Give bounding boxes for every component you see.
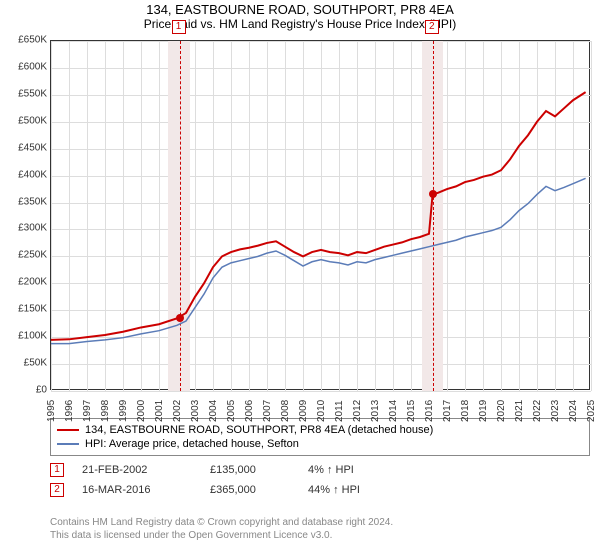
event-marker: 2 <box>50 483 64 497</box>
x-axis-label: 2015 <box>406 400 417 422</box>
x-axis-label: 2022 <box>532 400 543 422</box>
chart-container: 134, EASTBOURNE ROAD, SOUTHPORT, PR8 4EA… <box>0 0 600 560</box>
event-row: 2 16-MAR-2016 £365,000 44% ↑ HPI <box>50 480 590 500</box>
chart-subtitle: Price paid vs. HM Land Registry's House … <box>0 17 600 33</box>
x-axis-label: 1999 <box>118 400 129 422</box>
x-axis-label: 1997 <box>82 400 93 422</box>
legend-label: HPI: Average price, detached house, Seft… <box>85 438 299 450</box>
series-svg <box>51 41 591 391</box>
legend-row: HPI: Average price, detached house, Seft… <box>57 437 583 451</box>
legend: 134, EASTBOURNE ROAD, SOUTHPORT, PR8 4EA… <box>50 418 590 456</box>
event-price: £135,000 <box>210 464 290 476</box>
x-axis-label: 2024 <box>568 400 579 422</box>
event-date: 21-FEB-2002 <box>82 464 192 476</box>
legend-swatch <box>57 443 79 445</box>
event-dot <box>429 190 437 198</box>
event-price: £365,000 <box>210 484 290 496</box>
x-axis-label: 2013 <box>370 400 381 422</box>
y-axis-label: £100K <box>18 331 47 342</box>
x-axis-label: 2023 <box>550 400 561 422</box>
y-axis-label: £200K <box>18 277 47 288</box>
y-axis-label: £300K <box>18 223 47 234</box>
x-axis-label: 2011 <box>334 400 345 422</box>
chart-title: 134, EASTBOURNE ROAD, SOUTHPORT, PR8 4EA <box>0 0 600 17</box>
x-axis-label: 2020 <box>496 400 507 422</box>
footer-attribution: Contains HM Land Registry data © Crown c… <box>50 516 590 542</box>
event-pct: 44% ↑ HPI <box>308 484 360 496</box>
x-axis-label: 2021 <box>514 400 525 422</box>
x-axis-label: 2017 <box>442 400 453 422</box>
event-pct: 4% ↑ HPI <box>308 464 354 476</box>
event-date: 16-MAR-2016 <box>82 484 192 496</box>
y-axis-label: £550K <box>18 88 47 99</box>
x-axis-label: 2004 <box>208 400 219 422</box>
x-axis-label: 2019 <box>478 400 489 422</box>
legend-row: 134, EASTBOURNE ROAD, SOUTHPORT, PR8 4EA… <box>57 423 583 437</box>
footer-line: Contains HM Land Registry data © Crown c… <box>50 516 590 529</box>
x-axis-label: 2005 <box>226 400 237 422</box>
y-axis-label: £450K <box>18 142 47 153</box>
x-axis-label: 2016 <box>424 400 435 422</box>
x-axis-label: 1998 <box>100 400 111 422</box>
x-axis-label: 2025 <box>586 400 597 422</box>
y-axis-label: £600K <box>18 61 47 72</box>
event-marker: 1 <box>50 463 64 477</box>
plot-region <box>50 40 590 390</box>
x-axis-label: 2001 <box>154 400 165 422</box>
x-axis-label: 2014 <box>388 400 399 422</box>
x-axis-label: 2006 <box>244 400 255 422</box>
legend-swatch <box>57 429 79 431</box>
x-axis-label: 1995 <box>46 400 57 422</box>
event-dot <box>176 314 184 322</box>
x-axis-label: 2018 <box>460 400 471 422</box>
x-axis-label: 2000 <box>136 400 147 422</box>
y-axis-label: £0 <box>36 385 47 396</box>
y-axis-label: £350K <box>18 196 47 207</box>
legend-label: 134, EASTBOURNE ROAD, SOUTHPORT, PR8 4EA… <box>85 424 433 436</box>
y-axis-label: £500K <box>18 115 47 126</box>
events-table: 1 21-FEB-2002 £135,000 4% ↑ HPI 2 16-MAR-2016… <box>50 460 590 500</box>
y-axis-label: £250K <box>18 250 47 261</box>
x-axis-label: 1996 <box>64 400 75 422</box>
series-hpi <box>51 178 586 343</box>
x-axis-label: 2010 <box>316 400 327 422</box>
x-axis-label: 2003 <box>190 400 201 422</box>
chart-area <box>50 40 590 410</box>
y-axis-label: £400K <box>18 169 47 180</box>
x-axis-label: 2012 <box>352 400 363 422</box>
x-axis-label: 2002 <box>172 400 183 422</box>
footer-line: This data is licensed under the Open Gov… <box>50 529 590 542</box>
y-axis-label: £150K <box>18 304 47 315</box>
series-price_paid <box>51 92 586 340</box>
x-axis-label: 2007 <box>262 400 273 422</box>
x-axis-label: 2008 <box>280 400 291 422</box>
x-axis-label: 2009 <box>298 400 309 422</box>
event-marker: 2 <box>425 20 439 34</box>
event-marker: 1 <box>172 20 186 34</box>
event-row: 1 21-FEB-2002 £135,000 4% ↑ HPI <box>50 460 590 480</box>
y-axis-label: £650K <box>18 35 47 46</box>
y-axis-label: £50K <box>24 358 47 369</box>
